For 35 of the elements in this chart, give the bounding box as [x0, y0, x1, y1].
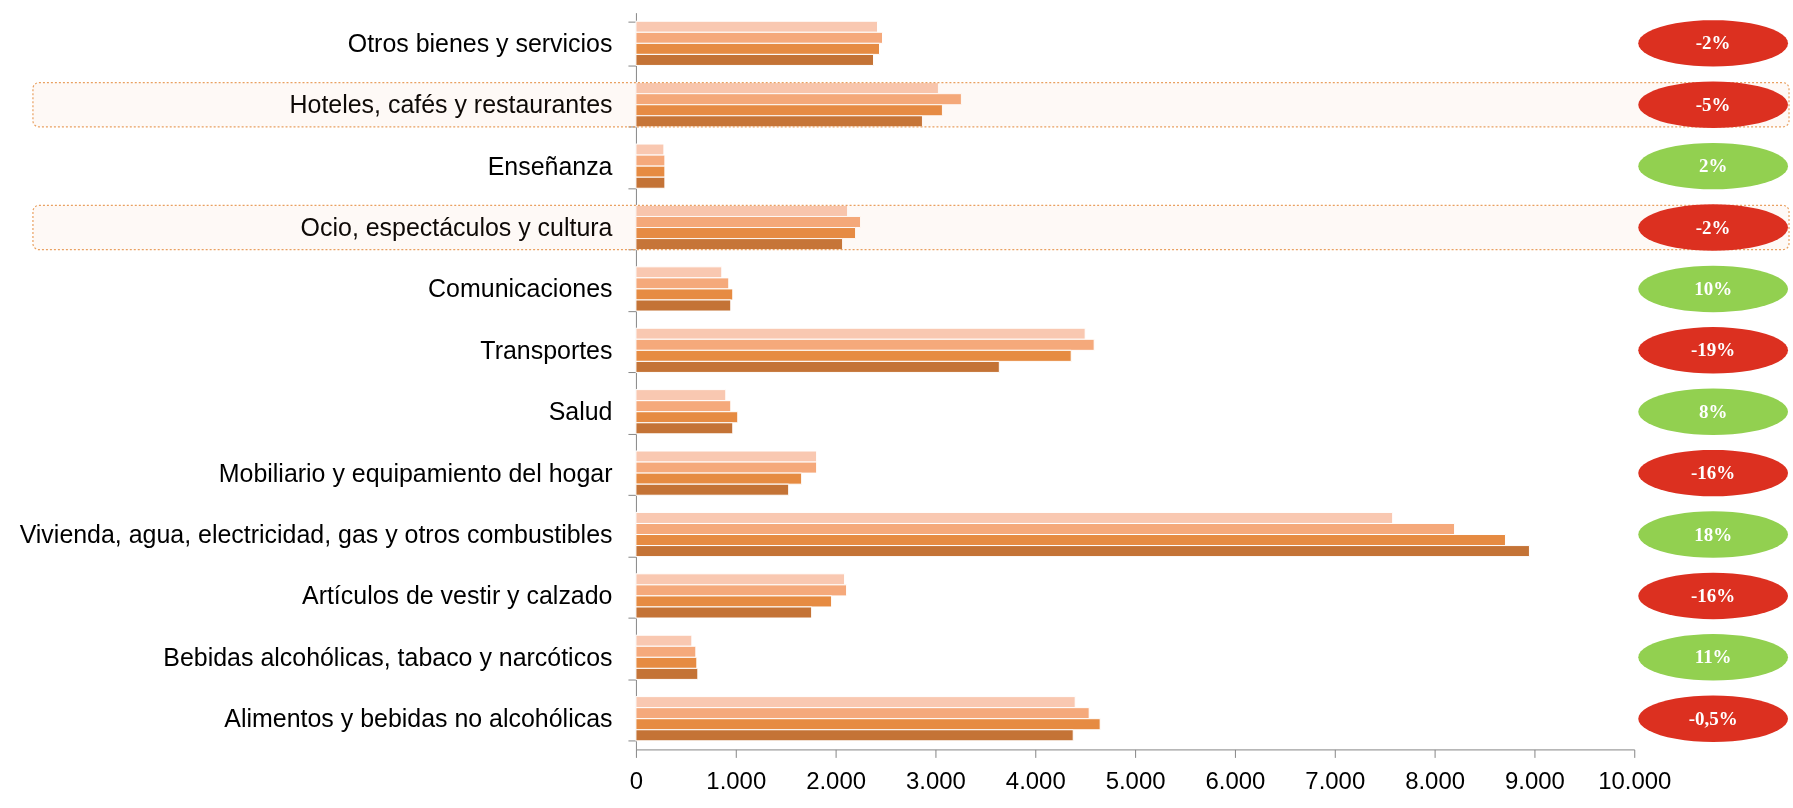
y-tick-label: Enseñanza — [487, 151, 613, 180]
category-label: 10% — [1694, 277, 1733, 299]
x-tick-label: 10.000 — [1598, 766, 1672, 794]
y-tick-label: Bebidas alcohólicas, tabaco y narcóticos — [163, 642, 613, 671]
y-tick-label: Vivienda, agua, electricidad, gas y otros combustibles — [19, 520, 613, 549]
y-tick-label: Hoteles, cafés y restaurantes — [289, 90, 613, 119]
y-tick-label: Transportes — [480, 335, 613, 364]
x-tick-label: 4.000 — [1005, 766, 1066, 794]
x-tick-label: 2.000 — [806, 766, 867, 794]
x-tick-label: 6.000 — [1205, 766, 1266, 794]
x-tick-label: 8.000 — [1405, 766, 1466, 794]
category-label: -19% — [1691, 339, 1736, 361]
category-label: -2% — [1695, 32, 1731, 54]
x-tick-label: 5.000 — [1105, 766, 1166, 794]
y-tick-label: Ocio, espectáculos y cultura — [300, 213, 613, 242]
category-label: -5% — [1695, 93, 1731, 115]
x-tick-label: 0 — [629, 766, 644, 794]
category-label: -16% — [1691, 584, 1736, 606]
y-tick-label: Salud — [548, 397, 613, 426]
x-tick-label: 7.000 — [1305, 766, 1366, 794]
y-tick-label: Otros bienes y servicios — [347, 28, 613, 57]
y-tick-label: Mobiliario y equipamiento del hogar — [218, 458, 613, 487]
y-tick-label: Comunicaciones — [428, 274, 613, 303]
category-label: -2% — [1695, 216, 1731, 238]
x-tick-label: 9.000 — [1504, 766, 1565, 794]
y-tick-label: Artículos de vestir y calzado — [302, 581, 613, 610]
category-label: 2% — [1698, 155, 1728, 177]
category-label: -16% — [1691, 462, 1736, 484]
category-label: 8% — [1698, 400, 1728, 422]
category-label: 18% — [1694, 523, 1733, 545]
x-tick-label: 3.000 — [905, 766, 966, 794]
y-tick-label: Alimentos y bebidas no alcohólicas — [224, 704, 613, 733]
category-label: 11% — [1694, 646, 1732, 668]
category-label: -0,5% — [1688, 707, 1738, 729]
x-tick-label: 1.000 — [706, 766, 767, 794]
